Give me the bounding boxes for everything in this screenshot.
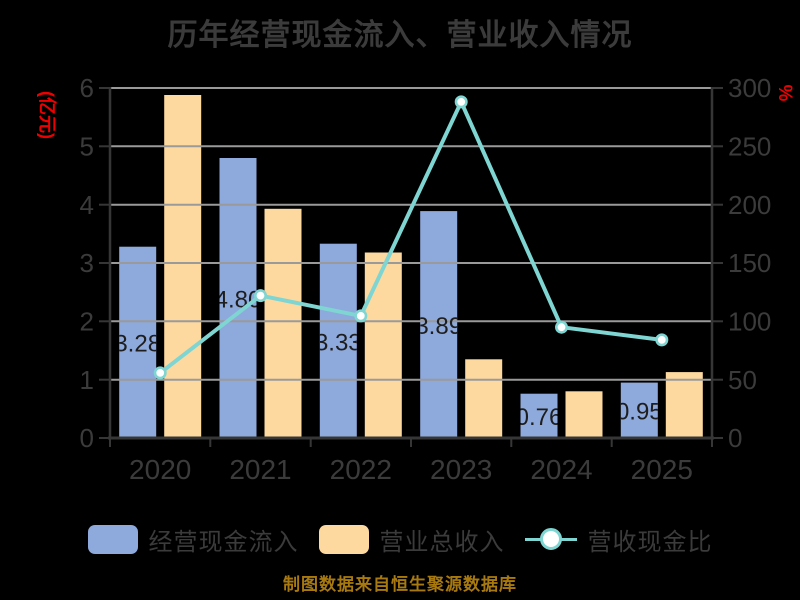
bar-cash-inflow-2023: [420, 211, 458, 438]
ratio-marker-2023: [454, 95, 468, 109]
ratio-marker-2025: [655, 333, 669, 347]
ratio-marker-2024: [554, 320, 568, 334]
ratio-marker-icon: [539, 528, 562, 550]
bar-cash-inflow-2024: [520, 393, 558, 438]
right-axis-tick-label-250: 250: [728, 131, 771, 161]
bar-value-label-2024: 0.76: [516, 404, 563, 431]
ratio-line: [158, 99, 664, 375]
x-axis-label-2025: 2025: [631, 454, 693, 485]
right-axis-tick-label-50: 50: [728, 365, 757, 395]
bar-cash-inflow-2020: [119, 246, 157, 438]
legend-item-cash-inflow: 经营现金流入: [87, 522, 299, 557]
left-axis-tick-label-4: 4: [80, 190, 94, 220]
bar-cash-inflow-2025: [620, 382, 658, 438]
right-axis-tick-label-300: 300: [728, 73, 771, 103]
left-axis-tick-label-2: 2: [80, 306, 94, 336]
left-axis-tick-label-0: 0: [80, 423, 94, 453]
bar-revenue-2022: [364, 252, 402, 438]
bar-value-label-2025: 0.95: [616, 399, 663, 426]
left-axis-tick-label-3: 3: [80, 248, 94, 278]
right-axis-tick-label-100: 100: [728, 306, 771, 336]
chart-title: 历年经营现金流入、营业收入情况: [167, 19, 633, 52]
bar-revenue-2025: [665, 372, 703, 438]
bar-value-label-2020: 3.28: [114, 331, 161, 358]
bar-value-label-2023: 3.89: [415, 313, 462, 340]
legend-item-ratio: 营收现金比: [524, 522, 713, 557]
plot-area: 0 1 2 3 4 5 6 0 50 100 150 200 250 300 2020 2021 2022 202…: [80, 73, 772, 485]
left-axis-tick-label-5: 5: [80, 131, 94, 161]
bar-cash-inflow-2022: [319, 243, 357, 438]
data-source-credit: 制图数据来自恒生聚源数据库: [283, 575, 517, 594]
cash-inflow-swatch-icon: [87, 524, 138, 554]
legend-item-revenue: 营业总收入: [318, 522, 505, 557]
bar-revenue-2021: [264, 208, 302, 439]
left-axis-tick-label-6: 6: [80, 73, 94, 103]
x-axis-label-2021: 2021: [229, 454, 291, 485]
bar-revenue-2020: [164, 95, 202, 438]
left-axis-tick-label-1: 1: [80, 365, 94, 395]
legend-label-cash-inflow: 经营现金流入: [148, 528, 299, 556]
ratio-line-marker-icon: [524, 525, 577, 553]
bar-value-label-2022: 3.33: [315, 329, 362, 356]
right-axis-tick-label-0: 0: [728, 423, 742, 453]
ratio-marker-2020: [153, 366, 167, 380]
legend: 经营现金流入 营业总收入 营收现金比: [0, 519, 800, 559]
x-axis-label-2020: 2020: [129, 454, 191, 485]
bar-revenue-2024: [565, 391, 603, 438]
x-axis-label-2022: 2022: [330, 454, 392, 485]
bar-revenue-2023: [465, 359, 503, 439]
legend-label-ratio: 营收现金比: [587, 528, 713, 556]
x-axis-label-2023: 2023: [430, 454, 492, 485]
x-axis-label-2024: 2024: [530, 454, 592, 485]
bar-value-label-2021: 4.80: [215, 286, 262, 313]
right-axis-tick-label-200: 200: [728, 190, 771, 220]
legend-label-revenue: 营业总收入: [379, 528, 505, 556]
ratio-marker-2021: [254, 289, 268, 303]
ratio-marker-2022: [354, 309, 368, 323]
right-axis-tick-label-150: 150: [728, 248, 771, 278]
revenue-swatch-icon: [318, 524, 369, 554]
